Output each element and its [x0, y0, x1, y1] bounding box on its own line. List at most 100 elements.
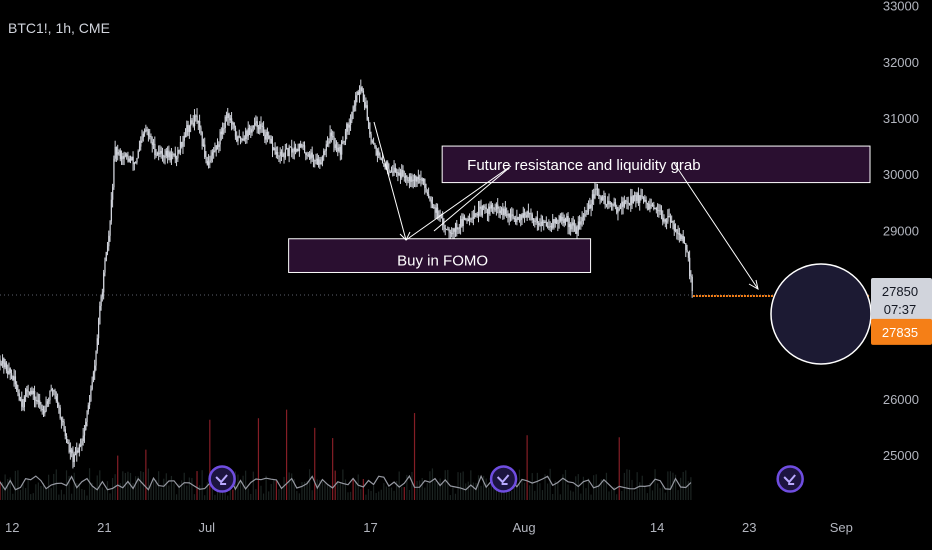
volume-bar	[239, 481, 242, 500]
candle-body	[99, 305, 101, 325]
volume-bar	[96, 475, 98, 500]
volume-bar	[298, 493, 300, 500]
candle-body	[53, 390, 55, 392]
candle-body	[254, 122, 256, 126]
candle-body	[328, 141, 330, 144]
candle-body	[278, 155, 280, 157]
volume-bar	[232, 489, 234, 500]
candle-body	[112, 187, 114, 200]
volume-bar	[17, 470, 19, 500]
volume-bar	[639, 482, 641, 500]
candle-body	[433, 207, 435, 209]
candle-body	[280, 151, 283, 154]
volume-bar	[687, 481, 689, 500]
candle-body	[493, 207, 495, 210]
candle-body	[337, 147, 339, 152]
candle-body	[76, 450, 78, 454]
candle-body	[261, 125, 263, 127]
drawing-line	[405, 165, 512, 241]
volume-bar	[388, 487, 390, 500]
annotation-label: Buy in FOMO	[397, 252, 488, 269]
candle-body	[66, 435, 68, 443]
candle-body	[602, 196, 604, 201]
candle-body	[246, 130, 248, 137]
volume-bar	[511, 491, 513, 500]
volume-bar	[567, 484, 569, 500]
candle-body	[269, 138, 271, 140]
candle-body	[92, 372, 95, 382]
volume-bar	[101, 487, 103, 500]
candle-body	[323, 150, 325, 157]
volume-bar	[598, 484, 600, 500]
candle-body	[563, 218, 565, 223]
candle-body	[396, 172, 398, 174]
candle-body	[562, 216, 564, 223]
volume-average-line	[0, 474, 692, 491]
candle-body	[683, 242, 686, 244]
candle-body	[518, 219, 521, 221]
candle-body	[332, 136, 334, 138]
volume-bar	[196, 471, 198, 500]
volume-bar	[362, 478, 364, 500]
candle-body	[677, 233, 679, 235]
candle-body	[591, 194, 594, 204]
candle-body	[488, 206, 490, 214]
candle-body	[318, 159, 320, 165]
candle-body	[599, 196, 601, 198]
candle-body	[351, 112, 353, 121]
candle-body	[628, 203, 631, 206]
candle-body	[37, 400, 40, 402]
candle-body	[370, 134, 372, 142]
volume-bar	[234, 471, 237, 500]
candle-body	[287, 148, 289, 157]
candle-body	[164, 155, 166, 158]
candle-body	[474, 213, 476, 218]
volume-bar	[68, 475, 70, 500]
candle-body	[118, 150, 120, 153]
candle-body	[429, 197, 431, 200]
volume-bar	[587, 478, 590, 500]
volume-bar	[429, 471, 431, 500]
candle-body	[558, 216, 560, 224]
candle-body	[324, 150, 326, 152]
candle-body	[16, 384, 18, 390]
volume-bar	[390, 487, 393, 500]
volume-bar	[360, 489, 362, 500]
candle-body	[655, 208, 658, 211]
volume-bar	[255, 489, 257, 500]
volume-bar	[677, 490, 679, 500]
volume-bar	[396, 480, 398, 500]
volume-bar	[140, 471, 142, 500]
candle-body	[401, 170, 403, 178]
candle-body	[95, 350, 97, 366]
candle-body	[478, 208, 480, 216]
symbol-title[interactable]: BTC1!, 1h, CME	[8, 20, 110, 36]
volume-bar	[262, 493, 265, 500]
volume-bar	[14, 470, 16, 500]
volume-bar	[337, 482, 339, 500]
volume-bar	[426, 483, 428, 500]
candle-body	[98, 324, 100, 339]
volume-bar	[273, 479, 275, 500]
candle-body	[57, 401, 59, 407]
volume-bar	[247, 488, 249, 500]
candle-body	[83, 429, 86, 436]
candle-body	[213, 150, 215, 153]
candle-body	[257, 127, 260, 130]
volume-bar	[73, 472, 75, 500]
candle-body	[27, 391, 29, 393]
candle-body	[366, 105, 368, 120]
volume-bar	[4, 474, 6, 500]
candle-body	[214, 150, 216, 152]
candle-body	[378, 150, 380, 156]
candle-body	[96, 338, 98, 351]
candle-body	[185, 135, 187, 137]
candle-body	[371, 141, 374, 143]
candle-body	[600, 197, 603, 201]
candle-body	[553, 219, 555, 224]
candle-body	[77, 450, 79, 453]
volume-bar	[170, 475, 173, 500]
volume-bar	[252, 471, 254, 500]
volume-bar	[50, 488, 52, 500]
